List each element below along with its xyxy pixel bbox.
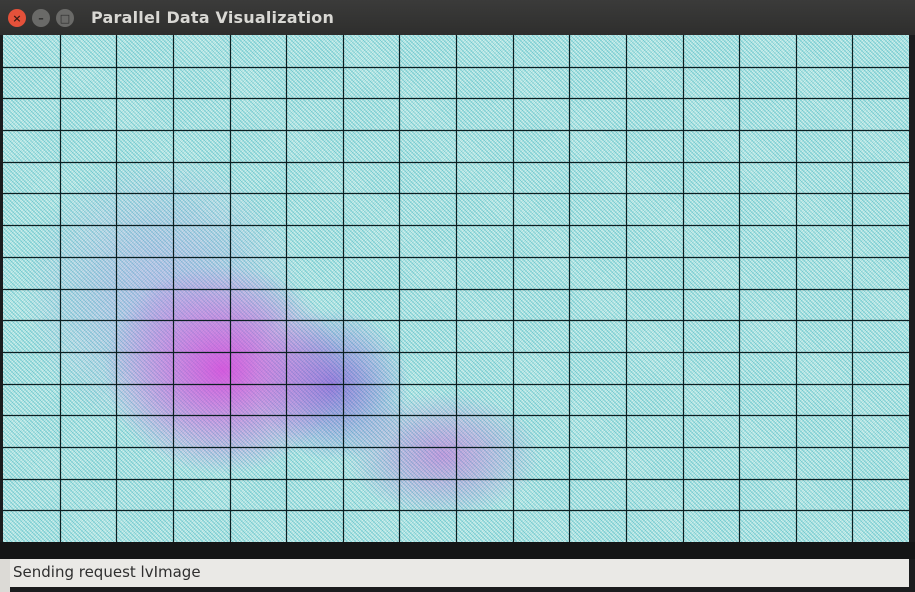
status-bar: Sending request lvImage (10, 559, 909, 587)
window-controls: × – □ (8, 9, 74, 27)
canvas-bottom-border (0, 542, 915, 559)
close-icon[interactable]: × (8, 9, 26, 27)
title-bar[interactable]: × – □ Parallel Data Visualization (0, 0, 915, 35)
status-text: Sending request lvImage (13, 563, 201, 581)
maximize-icon[interactable]: □ (56, 9, 74, 27)
minimize-icon[interactable]: – (32, 9, 50, 27)
window-title: Parallel Data Visualization (91, 8, 335, 27)
status-left-edge (0, 559, 10, 592)
visualization-grid (3, 35, 909, 542)
visualization-canvas[interactable] (3, 35, 909, 542)
